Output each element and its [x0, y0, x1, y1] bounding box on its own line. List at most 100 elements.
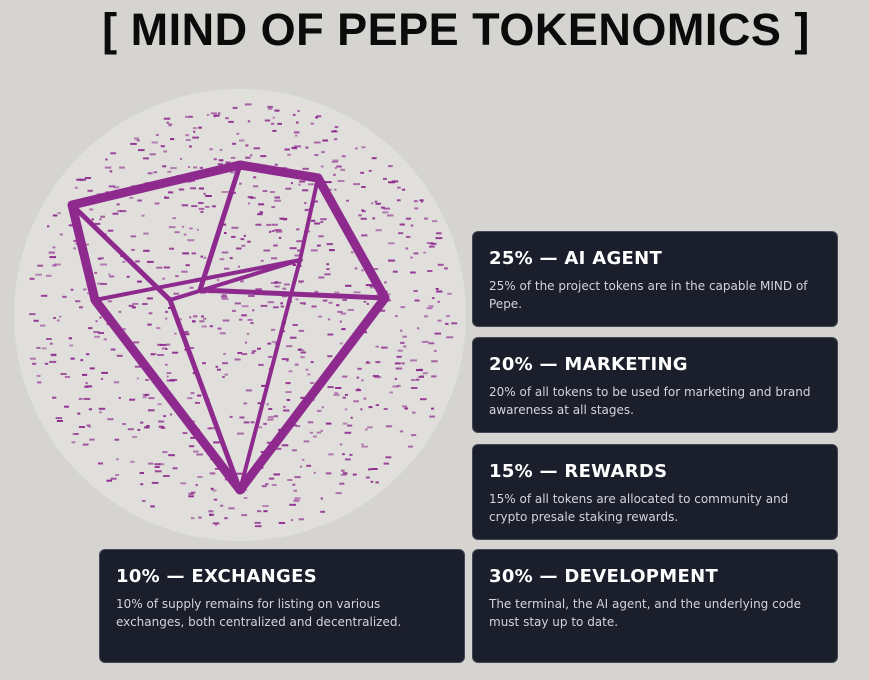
- ascii-dash: [305, 208, 313, 211]
- ascii-dash: [250, 421, 255, 424]
- ascii-dash: [99, 411, 102, 414]
- ascii-dash: [292, 324, 298, 326]
- ascii-dash: [320, 429, 323, 432]
- ascii-dash: [350, 251, 354, 254]
- ascii-dash: [222, 376, 225, 378]
- ascii-dash: [198, 202, 204, 204]
- ascii-dash: [307, 373, 311, 376]
- ascii-dash: [428, 305, 434, 308]
- ascii-dash: [217, 327, 222, 330]
- ascii-dash: [387, 293, 391, 296]
- ascii-dash: [190, 517, 195, 520]
- ascii-dash: [213, 114, 220, 117]
- ascii-dash: [221, 294, 227, 297]
- ascii-dash: [274, 281, 282, 284]
- ascii-dash: [333, 173, 336, 176]
- ascii-dash: [274, 109, 280, 112]
- ascii-dash: [344, 408, 348, 411]
- ascii-dash: [141, 214, 145, 217]
- ascii-dash: [57, 212, 61, 215]
- ascii-dash: [445, 322, 449, 325]
- ascii-dash: [294, 363, 299, 366]
- ascii-dash: [247, 240, 251, 243]
- ascii-dash: [401, 188, 406, 191]
- ascii-dash: [271, 328, 276, 331]
- ascii-dash: [189, 347, 194, 349]
- ascii-dash: [298, 518, 304, 521]
- ascii-dash: [201, 315, 204, 318]
- ascii-dash: [155, 133, 159, 136]
- ascii-dash: [78, 426, 85, 428]
- ascii-dash: [273, 244, 278, 247]
- ascii-dash: [185, 264, 190, 267]
- ascii-dash: [247, 202, 250, 205]
- ascii-dash: [345, 284, 352, 287]
- glow-circle: [14, 89, 466, 541]
- ascii-dash: [169, 247, 174, 250]
- ascii-dash: [245, 144, 249, 147]
- ascii-dash: [47, 225, 50, 228]
- ascii-dash: [142, 396, 147, 399]
- polyhedron: [67, 160, 390, 495]
- ascii-dash: [139, 472, 144, 474]
- ascii-dash: [230, 171, 236, 174]
- ascii-dash: [217, 163, 223, 166]
- ascii-dash: [344, 458, 351, 461]
- ascii-dash: [144, 426, 150, 429]
- ascii-dash: [261, 384, 268, 387]
- ascii-dash: [289, 503, 297, 506]
- ascii-dash: [103, 338, 107, 341]
- ascii-dash: [244, 103, 252, 106]
- ascii-dash: [300, 396, 306, 399]
- ascii-dash: [339, 482, 345, 485]
- ascii-dash: [143, 249, 150, 252]
- ascii-dash: [56, 319, 60, 322]
- ascii-dash: [435, 237, 443, 240]
- ascii-dash: [361, 146, 366, 149]
- ascii-dash: [181, 204, 189, 207]
- ascii-dash: [432, 220, 438, 223]
- ascii-dash: [431, 375, 437, 378]
- ascii-dash: [158, 425, 165, 428]
- ascii-dash: [274, 196, 280, 199]
- ascii-dash: [210, 487, 214, 490]
- ascii-dash: [158, 463, 165, 466]
- ascii-dash: [311, 305, 317, 308]
- ascii-dash: [361, 443, 364, 446]
- ascii-dash: [434, 332, 442, 335]
- ascii-dash: [356, 376, 360, 379]
- ascii-dash: [147, 409, 155, 412]
- ascii-dash: [428, 342, 435, 345]
- ascii-dash: [405, 247, 409, 250]
- ascii-dash: [368, 468, 371, 471]
- ascii-dash: [54, 263, 58, 266]
- ascii-dash: [258, 203, 265, 206]
- ascii-dash: [62, 295, 67, 298]
- ascii-dash: [300, 356, 305, 359]
- ascii-dash: [267, 301, 275, 304]
- ascii-dash: [253, 147, 260, 150]
- ascii-dash: [83, 288, 87, 291]
- ascii-dash: [420, 398, 427, 401]
- ascii-dash: [408, 445, 413, 448]
- ascii-dash: [94, 271, 97, 274]
- ascii-dash: [222, 362, 228, 365]
- ascii-dash: [370, 468, 378, 470]
- ascii-dash: [268, 477, 275, 480]
- ascii-dash: [37, 264, 44, 267]
- ascii-dash: [410, 387, 418, 389]
- ascii-dash: [163, 266, 170, 269]
- ascii-dash: [336, 304, 340, 307]
- ascii-dash: [309, 431, 314, 434]
- ascii-dash: [131, 306, 136, 309]
- ascii-dash: [339, 342, 343, 345]
- ascii-dash: [236, 247, 242, 250]
- ascii-dash: [197, 476, 203, 478]
- ascii-dash: [293, 499, 300, 502]
- ascii-dash: [182, 331, 189, 333]
- ascii-dash: [271, 340, 279, 343]
- ascii-dash: [342, 299, 347, 301]
- ascii-dash: [225, 117, 229, 120]
- card-text: 10% of supply remains for listing on var…: [116, 597, 402, 629]
- ascii-dash: [162, 165, 167, 168]
